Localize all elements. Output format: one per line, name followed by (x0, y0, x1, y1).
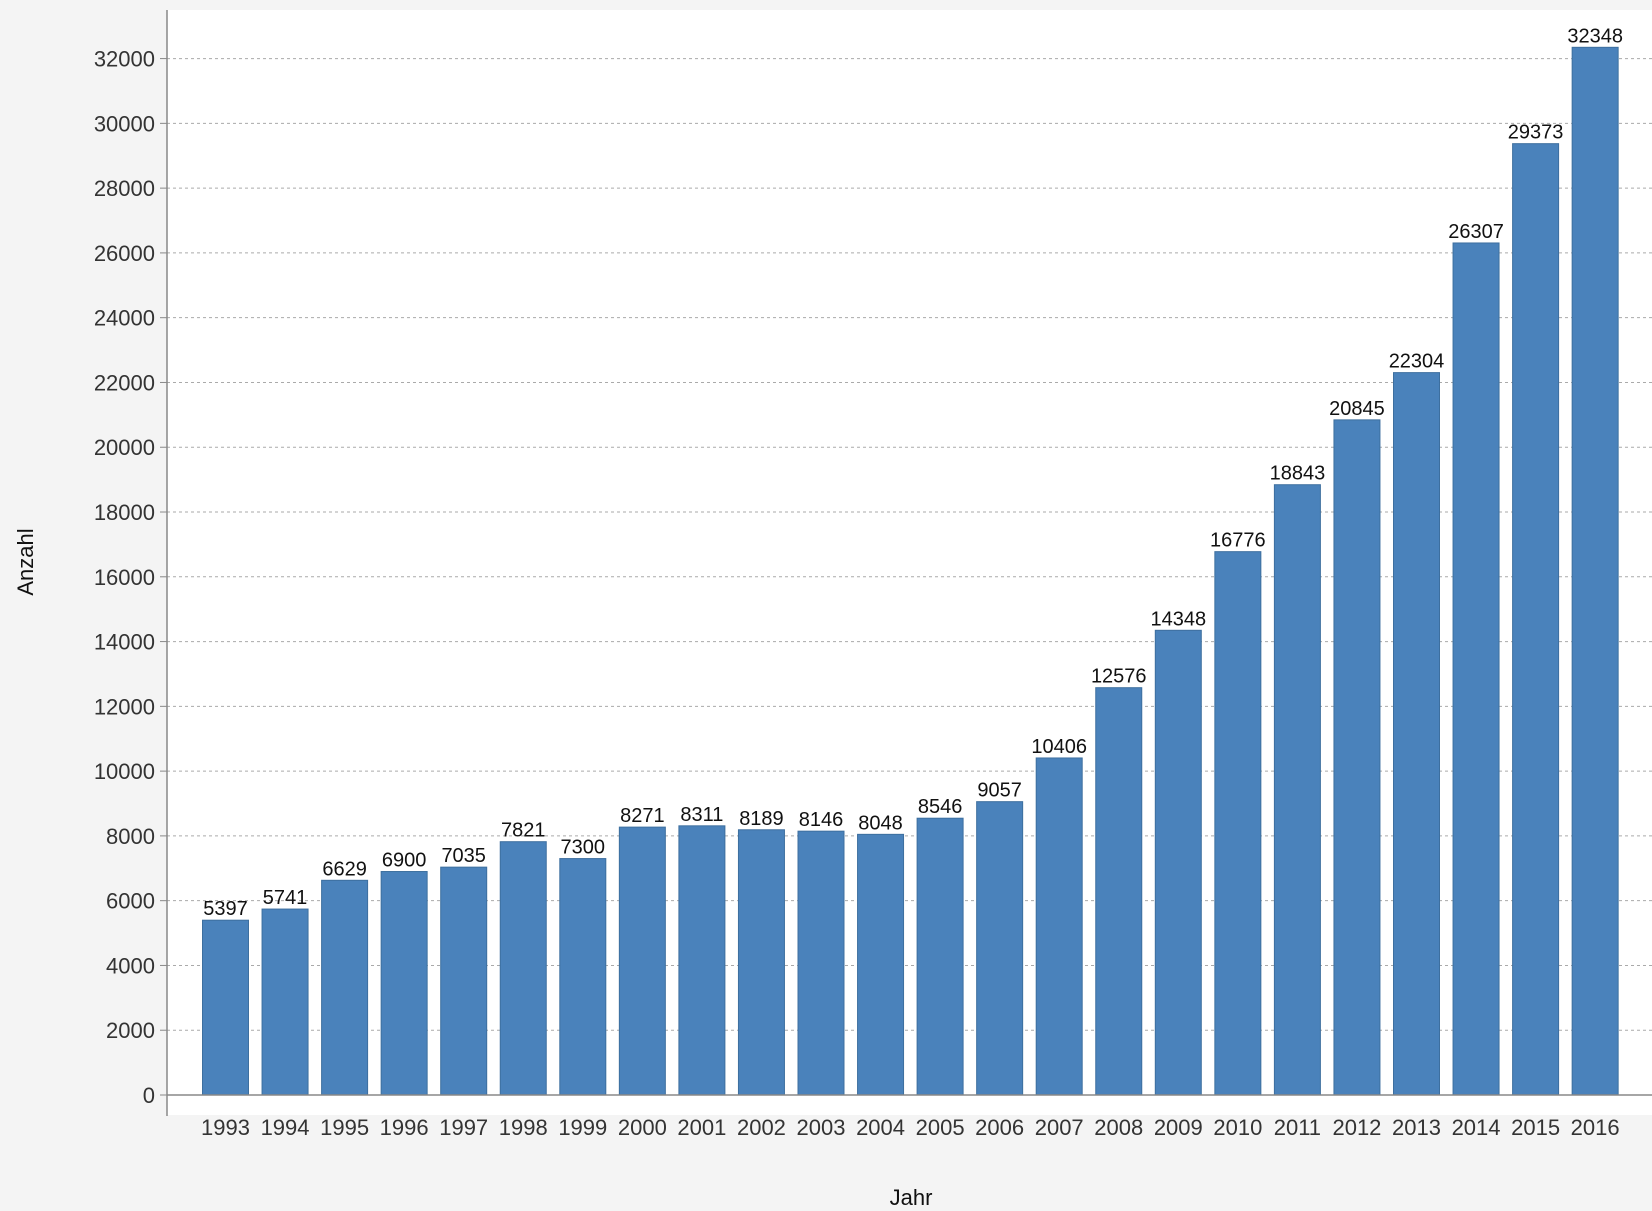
bar-value-label: 6900 (382, 850, 427, 872)
y-tick-label: 24000 (94, 306, 155, 331)
x-tick-label: 1996 (380, 1115, 429, 1140)
x-tick-label: 1999 (558, 1115, 607, 1140)
x-tick-label: 2009 (1154, 1115, 1203, 1140)
x-tick-label: 2015 (1511, 1115, 1560, 1140)
bar (797, 830, 845, 1096)
x-tick-label: 1997 (439, 1115, 488, 1140)
x-tick-label: 1995 (320, 1115, 369, 1140)
x-tick-label: 2008 (1094, 1115, 1143, 1140)
bar (321, 879, 369, 1096)
x-tick-label: 1994 (261, 1115, 310, 1140)
bar-value-label: 20845 (1329, 398, 1385, 420)
y-tick-label: 10000 (94, 759, 155, 784)
bar-value-label: 10406 (1031, 736, 1087, 758)
y-tick-label: 30000 (94, 111, 155, 136)
y-tick-label: 2000 (106, 1018, 155, 1043)
bar (559, 858, 607, 1096)
y-tick-label: 6000 (106, 889, 155, 914)
bar (737, 829, 785, 1096)
bar (1154, 629, 1202, 1096)
bar-value-label: 7035 (441, 845, 486, 867)
x-tick-label: 1998 (499, 1115, 548, 1140)
y-tick-label: 0 (143, 1083, 155, 1108)
bar (1273, 484, 1321, 1096)
bar (1035, 757, 1083, 1096)
bar-value-label: 8146 (799, 809, 844, 831)
bar-value-label: 9057 (977, 780, 1022, 802)
y-tick-label: 8000 (106, 824, 155, 849)
bar (1571, 46, 1619, 1096)
bar-value-label: 32348 (1567, 25, 1623, 47)
x-tick-label: 2003 (797, 1115, 846, 1140)
y-tick-label: 14000 (94, 630, 155, 655)
bar (1393, 372, 1440, 1096)
x-tick-label: 2013 (1392, 1115, 1441, 1140)
x-tick-label: 2006 (975, 1115, 1024, 1140)
x-tick-label: 2012 (1332, 1115, 1381, 1140)
bar-value-label: 8311 (680, 804, 723, 826)
bar-value-label: 18843 (1270, 463, 1326, 485)
bar-value-label: 16776 (1210, 530, 1266, 552)
bar (916, 817, 964, 1096)
bar (202, 919, 249, 1096)
y-tick-label: 26000 (94, 241, 155, 266)
y-tick-label: 20000 (94, 435, 155, 460)
bar (976, 801, 1024, 1096)
bar-value-label: 14348 (1150, 608, 1206, 630)
bar (1452, 242, 1500, 1096)
bar-value-label: 26307 (1448, 221, 1504, 243)
bar-value-label: 8271 (620, 805, 665, 827)
x-tick-label: 2010 (1213, 1115, 1262, 1140)
bar-value-label: 8546 (918, 796, 963, 818)
bar (1214, 551, 1262, 1096)
bar (380, 871, 428, 1096)
bar (1095, 687, 1143, 1096)
bar-value-label: 8048 (858, 812, 903, 834)
bar-value-label: 5397 (203, 898, 248, 920)
bar-value-labels: 5397 5741 6629 6900 7035 7821 7300 8271 8311 8189… (203, 25, 1623, 920)
y-tick-label: 4000 (106, 953, 155, 978)
y-tick-label: 32000 (94, 47, 155, 72)
bar-value-label: 6629 (322, 858, 367, 880)
y-tick-label: 22000 (94, 370, 155, 395)
x-tick-label: 2016 (1571, 1115, 1620, 1140)
x-tick-label: 2000 (618, 1115, 667, 1140)
bar (618, 826, 666, 1096)
bar (440, 866, 488, 1096)
x-tick-label: 2002 (737, 1115, 786, 1140)
bar (261, 908, 309, 1096)
y-tick-label: 12000 (94, 694, 155, 719)
bars (202, 46, 1619, 1096)
x-tick-label: 2004 (856, 1115, 905, 1140)
x-tick-label: 2014 (1452, 1115, 1501, 1140)
bar-value-label: 8189 (739, 808, 784, 830)
bar-value-label: 7821 (501, 820, 546, 842)
x-tick-labels: 1993 1994 1995 1996 1997 1998 1999 2000 2001 2002… (201, 1115, 1620, 1140)
y-tick-label: 28000 (94, 176, 155, 201)
bar (1512, 143, 1560, 1096)
bar (499, 841, 547, 1096)
x-tick-label: 2011 (1274, 1115, 1321, 1140)
x-tick-label: 2005 (916, 1115, 965, 1140)
bar-value-label: 5741 (263, 887, 308, 909)
bar-value-label: 7300 (561, 837, 606, 859)
bar-value-label: 12576 (1091, 666, 1147, 688)
bar (1333, 419, 1381, 1096)
x-tick-label: 2001 (677, 1115, 726, 1140)
y-tick-labels: 0 2000 4000 6000 8000 10000 12000 14000 16000 180… (94, 47, 155, 1108)
bar-value-label: 22304 (1389, 351, 1445, 373)
x-tick-label: 2007 (1035, 1115, 1084, 1140)
x-axis-title: Jahr (890, 1185, 933, 1210)
y-axis-title: Anzahl (13, 528, 38, 595)
y-tick-label: 18000 (94, 500, 155, 525)
y-tick-label: 16000 (94, 565, 155, 590)
bar-value-label: 29373 (1508, 122, 1564, 144)
x-tick-label: 1993 (201, 1115, 250, 1140)
bar (857, 833, 905, 1096)
bar (678, 825, 726, 1096)
